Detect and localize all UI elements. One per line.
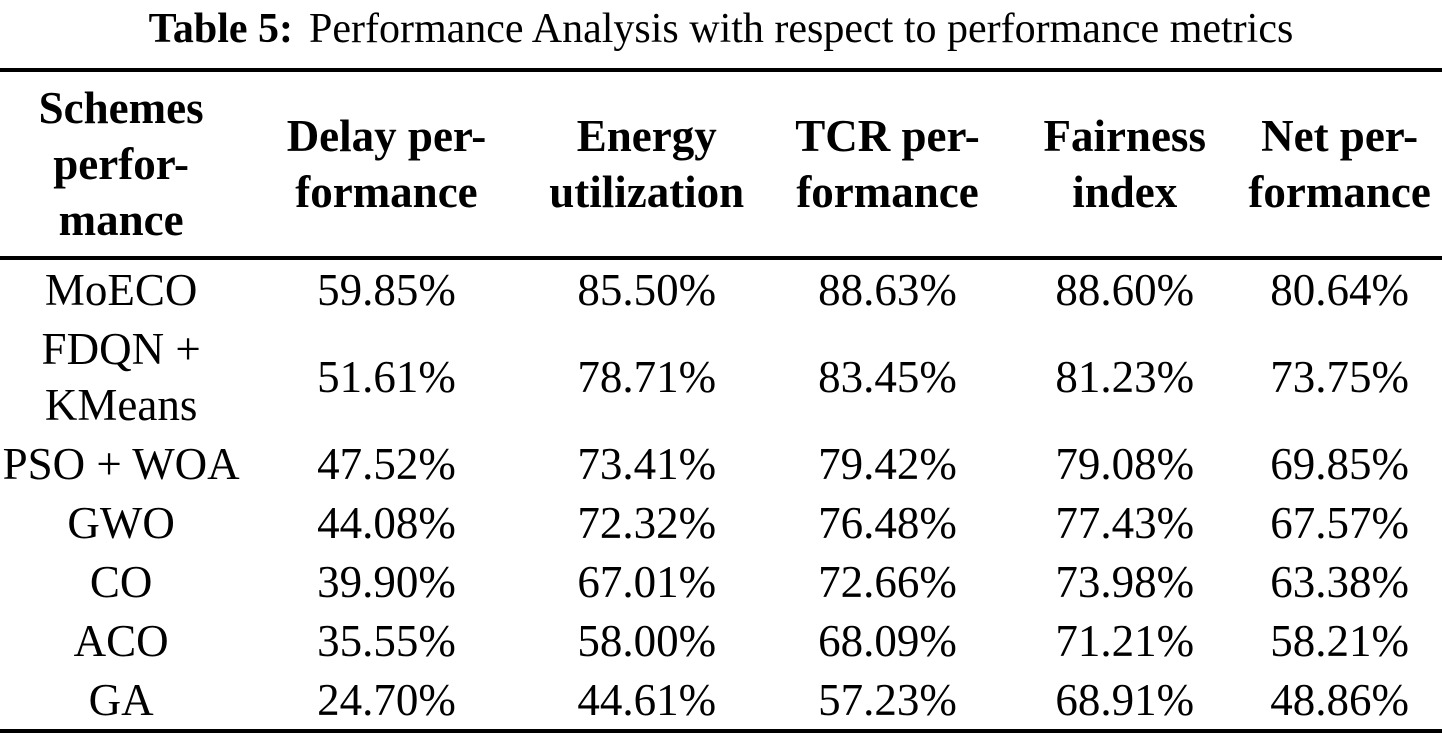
value-cell: 85.50% [577,264,717,315]
value-cell: 79.42% [818,438,957,489]
table-row-fdqn-kmeans: FDQN + KMeans 51.61% 78.71% 83.45% 81.23… [0,319,1442,434]
scheme-cell: ACO [73,615,169,666]
header-cell-tcr: TCR per- formance [762,70,1013,260]
header-line: formance [1248,167,1431,217]
header-cell-schemes: Schemes perfor- mance [0,70,243,260]
value-cell: 69.85% [1270,438,1409,489]
header-line: perfor- [53,139,189,189]
value-cell: 63.38% [1270,556,1409,607]
value-cell: 72.66% [818,556,957,607]
performance-table: Schemes perfor- mance Delay per- formanc… [0,68,1442,733]
value-cell: 88.63% [818,264,957,315]
value-cell: 67.57% [1270,497,1409,548]
header-cell-delay: Delay per- formance [242,70,531,260]
value-cell: 81.23% [1055,351,1195,402]
scheme-line: FDQN + [41,323,201,374]
value-cell: 57.23% [818,674,957,725]
header-line: utilization [549,167,745,217]
value-cell: 44.61% [577,674,717,725]
value-cell: 24.70% [317,674,456,725]
value-cell: 73.98% [1055,556,1195,607]
table-row-gwo: GWO 44.08% 72.32% 76.48% 77.43% 67.57% [0,493,1442,552]
value-cell: 76.48% [818,497,957,548]
value-cell: 68.91% [1055,674,1195,725]
value-cell: 88.60% [1055,264,1195,315]
header-line: Schemes [38,83,204,133]
value-cell: 58.00% [577,615,717,666]
scheme-cell: MoECO [44,264,198,315]
header-line: Energy [576,111,717,161]
value-cell: 83.45% [818,351,957,402]
value-cell: 77.43% [1055,497,1195,548]
scheme-line: KMeans [44,379,198,430]
scheme-cell: GA [88,674,154,725]
table-row-co: CO 39.90% 67.01% 72.66% 73.98% 63.38% [0,552,1442,611]
value-cell: 73.41% [577,438,717,489]
table-row-pso-woa: PSO + WOA 47.52% 73.41% 79.42% 79.08% 69… [0,434,1442,493]
table-header: Schemes perfor- mance Delay per- formanc… [0,70,1442,260]
value-cell: 80.64% [1270,264,1409,315]
table-row-moeco: MoECO 59.85% 85.50% 88.63% 88.60% 80.64% [0,258,1442,319]
scheme-cell: FDQN + KMeans [0,319,242,434]
table-caption-text: Performance Analysis with respect to per… [309,6,1294,52]
header-line: Fairness [1043,111,1206,161]
value-cell: 79.08% [1055,438,1195,489]
value-cell: 72.32% [577,497,717,548]
table-row-aco: ACO 35.55% 58.00% 68.09% 71.21% 58.21% [0,611,1442,670]
header-line: formance [796,167,979,217]
value-cell: 51.61% [317,351,456,402]
value-cell: 39.90% [317,556,456,607]
scheme-cell: CO [89,556,153,607]
value-cell: 48.86% [1270,674,1409,725]
value-cell: 44.08% [317,497,456,548]
value-cell: 35.55% [317,615,456,666]
scheme-cell: PSO + WOA [2,438,240,489]
header-line: Net per- [1261,111,1419,161]
table-caption-label: Table 5: [148,6,293,52]
header-line: Delay per- [286,111,487,161]
value-cell: 59.85% [317,264,456,315]
value-cell: 71.21% [1055,615,1195,666]
table-caption: Table 5: Performance Analysis with respec… [0,0,1442,54]
header-cell-net: Net per- formance [1237,70,1442,260]
header-line: formance [295,167,478,217]
header-line: mance [58,195,184,245]
value-cell: 78.71% [577,351,717,402]
value-cell: 67.01% [577,556,717,607]
value-cell: 68.09% [818,615,957,666]
table-row-ga: GA 24.70% 44.61% 57.23% 68.91% 48.86% [0,670,1442,731]
value-cell: 73.75% [1270,351,1409,402]
value-cell: 58.21% [1270,615,1409,666]
header-line: index [1072,167,1178,217]
scheme-cell: GWO [67,497,175,548]
value-cell: 47.52% [317,438,456,489]
header-line: TCR per- [795,111,980,161]
header-cell-fairness: Fairness index [1012,70,1238,260]
header-cell-energy: Energy utilization [530,70,763,260]
table-body: MoECO 59.85% 85.50% 88.63% 88.60% 80.64%… [0,258,1442,731]
header-row: Schemes perfor- mance Delay per- formanc… [0,70,1442,260]
